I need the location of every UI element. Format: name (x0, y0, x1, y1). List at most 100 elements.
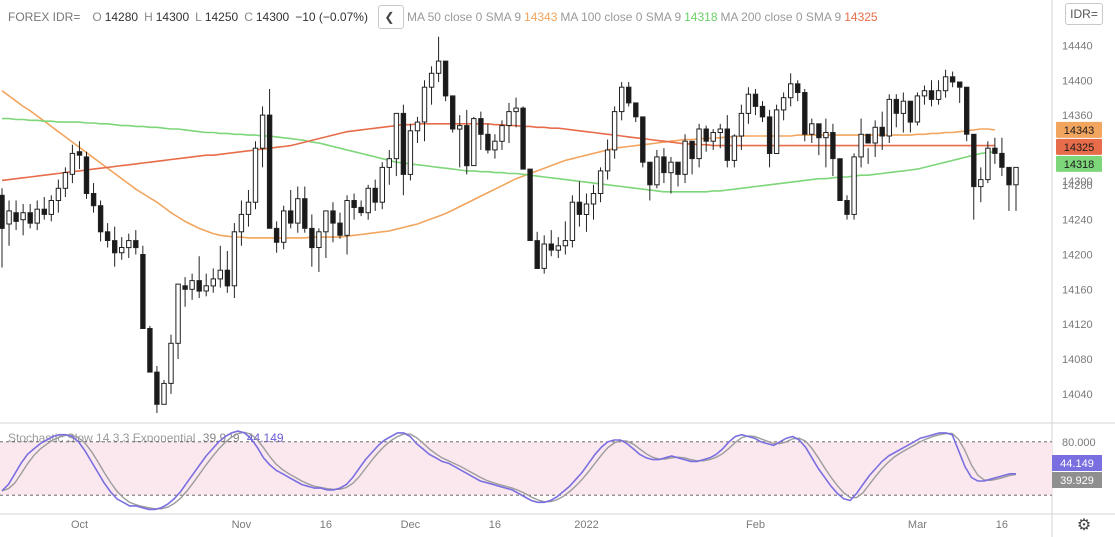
candle (358, 200, 364, 217)
candle-body-down (830, 132, 836, 160)
candle-body-up (281, 210, 287, 243)
ma100-label: MA 100 close 0 SMA 9 (560, 10, 682, 24)
candle-body-down (27, 212, 33, 224)
ma50-value: 14343 (524, 10, 558, 24)
price-tick-label: 14160 (1062, 284, 1093, 296)
candle-body-down (224, 269, 231, 287)
candle-body-up (379, 166, 386, 203)
candle (323, 210, 329, 258)
candle-body-down (330, 210, 336, 224)
candle (217, 245, 224, 288)
candle (942, 69, 949, 98)
price-tick-label: 14240 (1062, 215, 1093, 227)
candle-body-down (992, 147, 998, 154)
candle-body-up (316, 231, 322, 249)
candle-body-up (872, 126, 878, 144)
candle-body-down (442, 60, 449, 97)
candle-body-up (731, 135, 738, 161)
moving-average-lines (1, 90, 996, 239)
candle (90, 183, 97, 213)
candle-body-down (724, 128, 730, 161)
candle (816, 123, 822, 156)
candle (696, 123, 702, 168)
candle-body-down (795, 83, 801, 94)
candle-body-down (949, 76, 956, 83)
time-axis[interactable]: Oct Nov 16 Dec 16 2022 Feb Mar 16 (71, 519, 1008, 531)
candle-body-up (900, 100, 907, 114)
candle-body-up (710, 132, 716, 142)
candle (330, 202, 336, 243)
candle (611, 106, 618, 159)
candle (379, 162, 386, 210)
candle (55, 179, 62, 213)
candle-body-down (154, 371, 160, 405)
time-tick-label: 2022 (574, 519, 598, 531)
candle (858, 118, 864, 168)
candle (745, 87, 752, 124)
candle-body-up (604, 149, 611, 172)
price-tick-label: 14080 (1062, 354, 1093, 366)
price-tick-label: 14200 (1062, 250, 1093, 262)
candle (604, 139, 611, 180)
ma200-value: 14325 (844, 10, 878, 24)
candle-body-down (112, 240, 118, 254)
chevron-left-icon: ❮ (384, 10, 395, 24)
candle-body-up (788, 83, 794, 99)
candle-body-up (428, 72, 435, 88)
price-tag-value: 14325 (1064, 142, 1095, 154)
candle-body-up (421, 86, 428, 123)
candle (309, 214, 315, 267)
candle-body-up (252, 147, 259, 203)
candle-body-up (745, 93, 752, 114)
candle (576, 181, 583, 227)
stochastic-band-label: 80.000 (1062, 437, 1096, 449)
candle (534, 231, 540, 270)
candle (731, 134, 738, 168)
candle (189, 273, 195, 300)
candle (879, 111, 885, 150)
candle (520, 106, 526, 170)
candle-body-down (759, 105, 766, 118)
candle-body-down (1006, 166, 1012, 186)
time-tick-label: 16 (996, 519, 1008, 531)
time-tick-label: Feb (746, 519, 765, 531)
candle-body-up (738, 112, 745, 137)
candle-body-up (344, 200, 350, 236)
candle-body-up (386, 158, 393, 168)
candle-body-up (942, 76, 949, 92)
settings-button[interactable]: ⚙ (1075, 516, 1093, 534)
candle (661, 148, 667, 184)
candle (295, 186, 301, 233)
ma50-label: MA 50 close 0 SMA 9 (406, 10, 522, 24)
candle-body-up (619, 86, 625, 113)
candle (675, 161, 681, 187)
candle-body-down (478, 118, 484, 135)
candle-body-up (34, 208, 40, 224)
candle (112, 226, 118, 267)
candle (281, 205, 287, 250)
candle (400, 104, 407, 196)
stochastic-band (0, 441, 1052, 496)
candle-body-up (506, 111, 512, 126)
candle-body-up (978, 179, 984, 188)
candle-body-up (921, 90, 928, 97)
candle (893, 94, 899, 128)
price-tag-ma-200: 14325 (1056, 138, 1102, 155)
currency-select[interactable]: IDR= (1065, 3, 1103, 25)
price-axis[interactable]: 1444014400143601432014280142401420014160… (1062, 40, 1093, 401)
stochastic-k-tag-value: 44.149 (1060, 458, 1094, 470)
candle-body-down (907, 100, 914, 123)
candle (851, 153, 857, 220)
collapse-legend-button[interactable]: ❮ (377, 5, 404, 29)
candle (844, 195, 850, 220)
candle (104, 223, 111, 248)
stochastic-k-line (1, 430, 1016, 511)
candle (795, 80, 801, 102)
time-tick-label: Dec (401, 519, 421, 531)
price-tag-box (1056, 138, 1102, 155)
candle-body-up (499, 125, 505, 142)
high-key: H (144, 10, 153, 24)
candle (492, 134, 498, 159)
stochastic-d-line (1, 431, 1017, 510)
